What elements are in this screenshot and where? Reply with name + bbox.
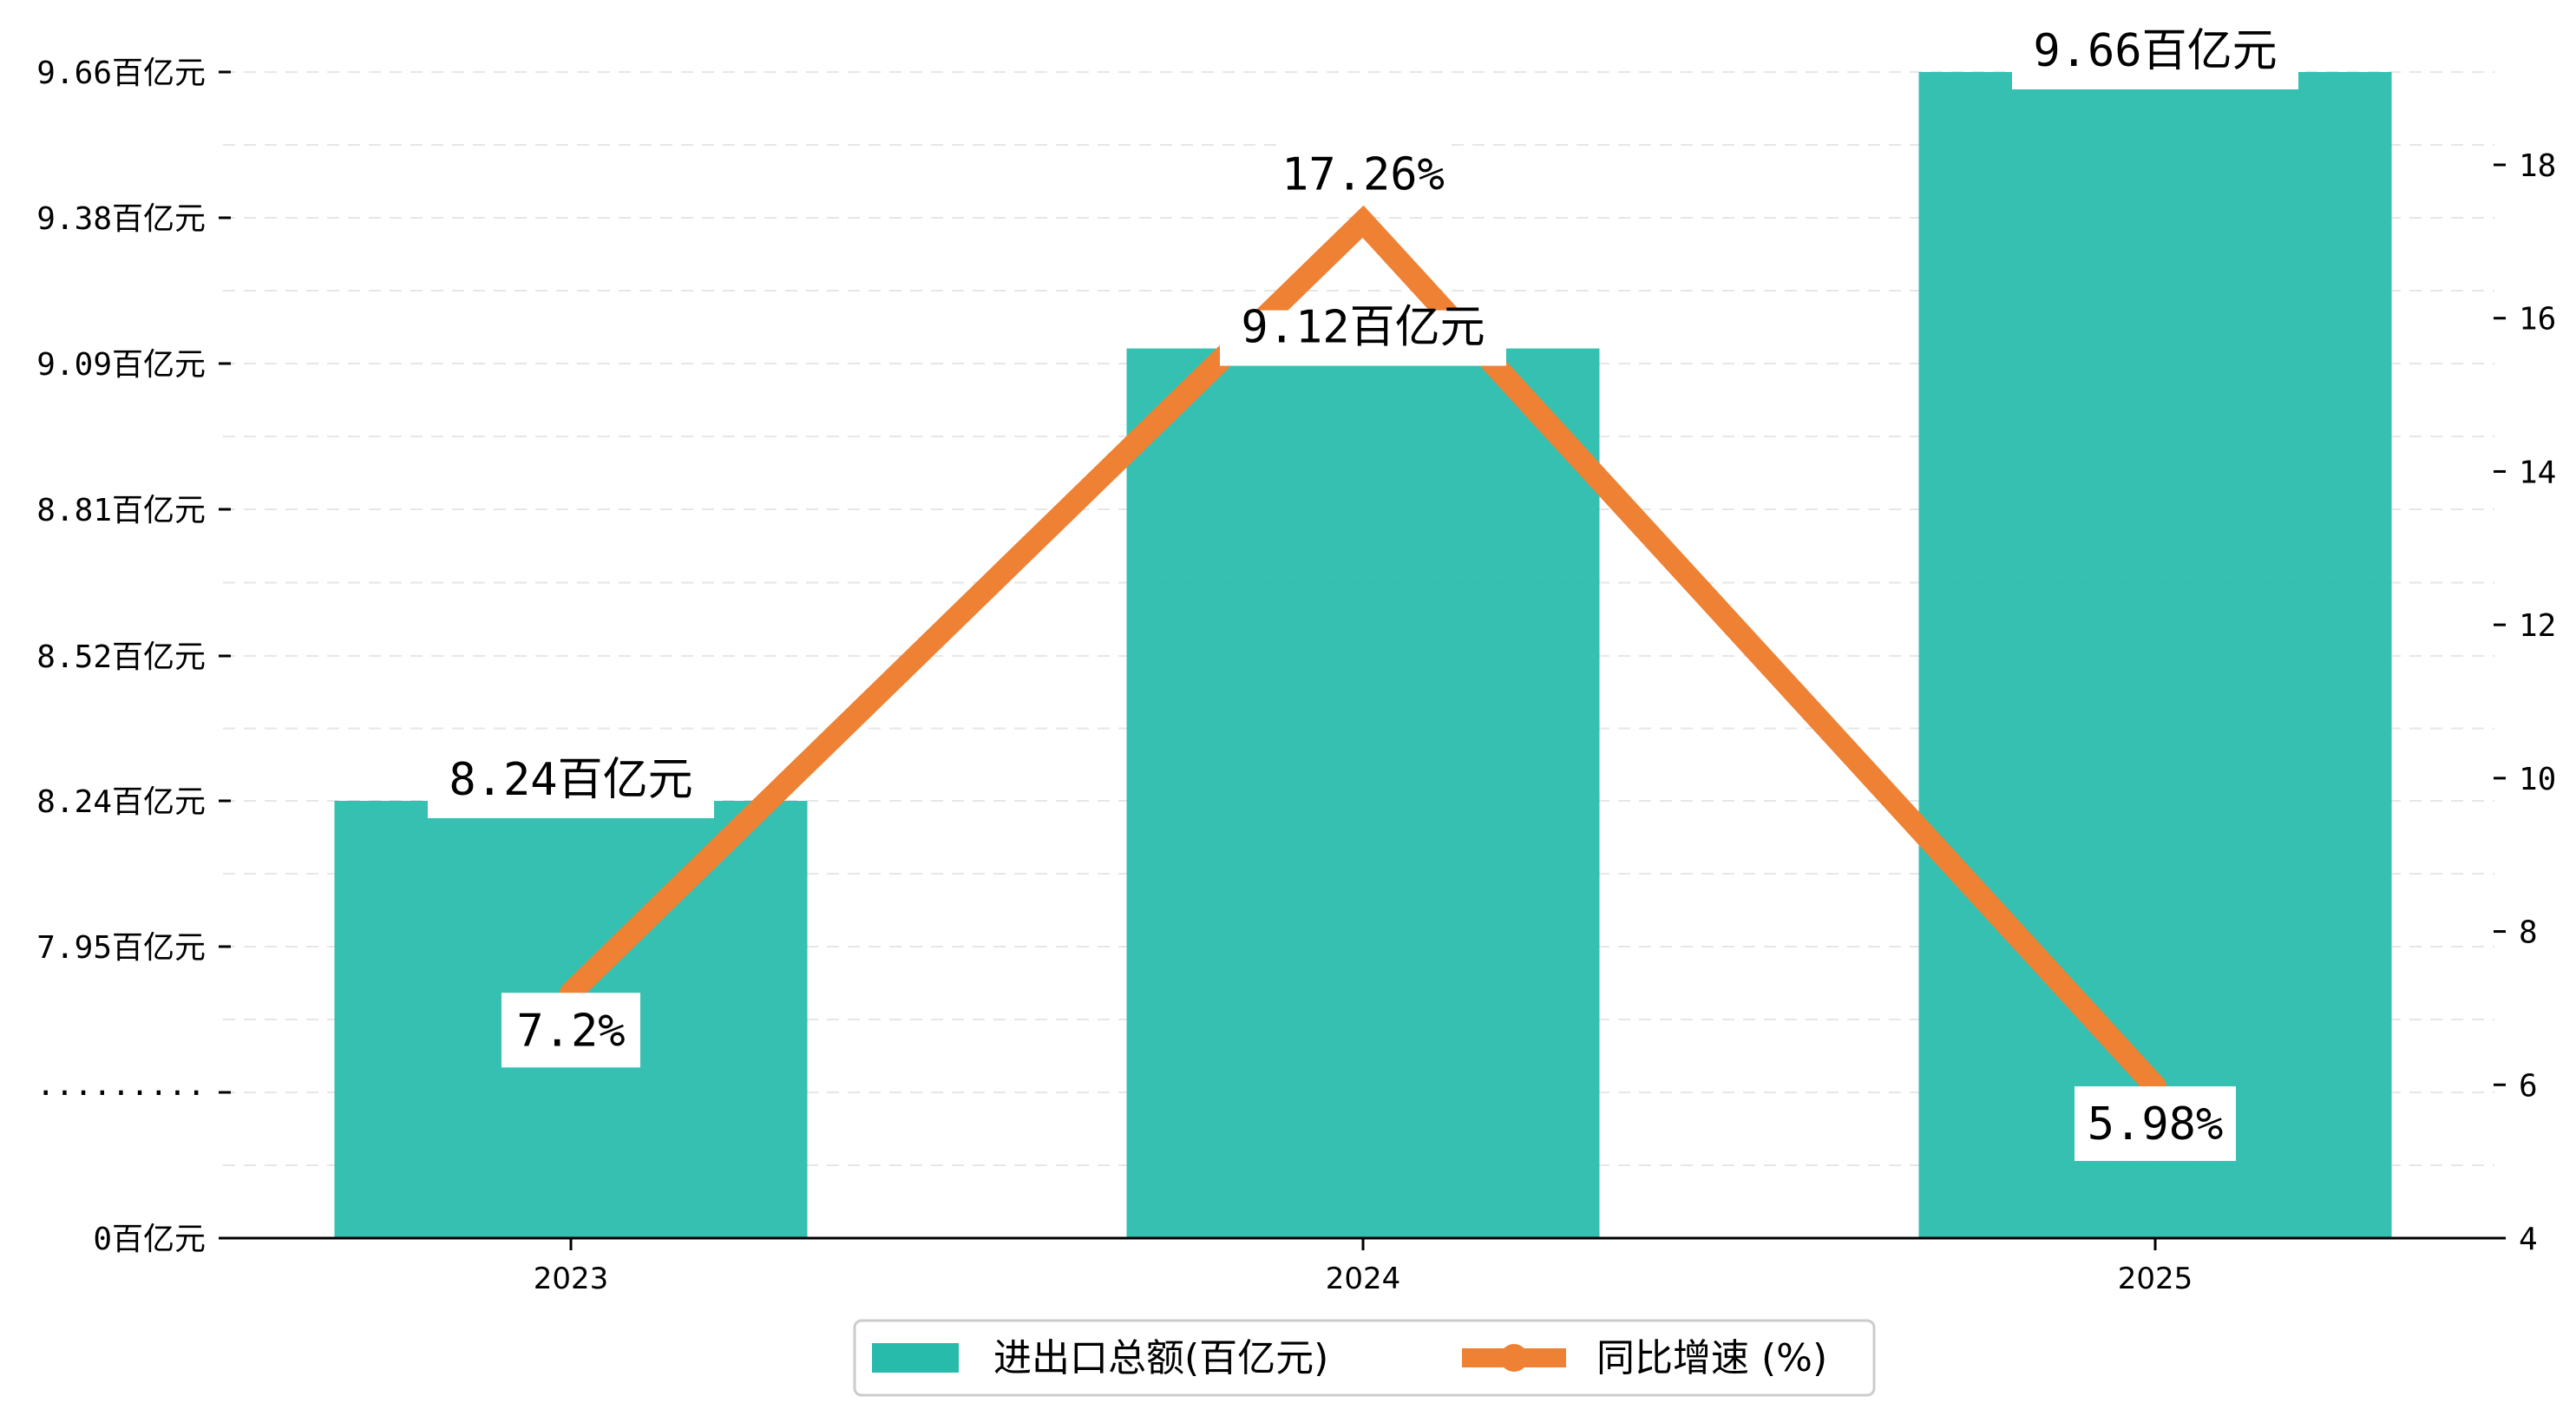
y-right-tick-label: 8: [2519, 915, 2538, 951]
y-right-tick-label: 14: [2519, 455, 2556, 490]
y-right-tick-label: 18: [2519, 148, 2556, 184]
bar-label-box: [2012, 34, 2298, 89]
y-left-tick-label: 8.52百亿元: [36, 639, 206, 675]
legend[interactable]: 进出口总额(百亿元) 同比增速 (%): [853, 1319, 1876, 1397]
y-right-tick-label: 10: [2519, 762, 2556, 797]
line-label-box: [501, 993, 640, 1068]
x-tick-label: 2025: [2118, 1262, 2193, 1296]
line-value-label: 5.98%: [2088, 1098, 2224, 1150]
bar-label-box: [428, 763, 714, 818]
growth-point-2024: [1352, 210, 1374, 233]
y-left-tick-label: 8.81百亿元: [36, 493, 206, 528]
bar-2024: [1126, 348, 1600, 1238]
y-left-tick-label: ·········: [36, 1076, 206, 1111]
y-left-tick-label: 9.38百亿元: [36, 201, 206, 237]
line-value-label: 17.26%: [1281, 148, 1445, 200]
bars: [334, 72, 2392, 1238]
data-labels: 8.24百亿元 9.12百亿元 9.66百亿元 7.2% 17.26% 5.98%: [428, 25, 2298, 1162]
legend-swatch-bar: [872, 1343, 959, 1373]
axes: 0百亿元 ········· 7.95百亿元 8.24百亿元 8.52百亿元 8.81百亿…: [36, 56, 2556, 1296]
y-right-tick-label: 16: [2519, 302, 2556, 338]
y-left-tick-label: 9.09百亿元: [36, 347, 206, 383]
y-right-tick-label: 12: [2519, 608, 2556, 644]
x-tick-label: 2024: [1326, 1262, 1401, 1296]
bar-2025: [1918, 72, 2392, 1238]
legend-label-bar: 进出口总额(百亿元): [993, 1336, 1328, 1380]
y-right-tick-label: 6: [2519, 1068, 2538, 1104]
x-tick-label: 2023: [534, 1262, 609, 1296]
y-left-tick-label: 7.95百亿元: [36, 930, 206, 966]
legend-swatch-marker: [1500, 1344, 1528, 1372]
bar-value-label: 8.24百亿元: [449, 754, 692, 806]
y-right-tick-label: 4: [2519, 1222, 2538, 1257]
line-label-box: [2075, 1086, 2236, 1162]
bar-value-label: 9.12百亿元: [1241, 302, 1485, 354]
legend-label-line: 同比增速 (%): [1596, 1336, 1827, 1380]
legend-box: [853, 1319, 1876, 1397]
y-left-tick-label: 9.66百亿元: [36, 56, 206, 91]
line-label-box: [1276, 142, 1450, 206]
bar-value-label: 9.66百亿元: [2033, 25, 2277, 77]
line-value-label: 7.2%: [516, 1005, 625, 1057]
y-left-tick-label: 8.24百亿元: [36, 784, 206, 820]
y-left-tick-label: 0百亿元: [93, 1222, 206, 1257]
bar-label-box: [1220, 310, 1506, 366]
